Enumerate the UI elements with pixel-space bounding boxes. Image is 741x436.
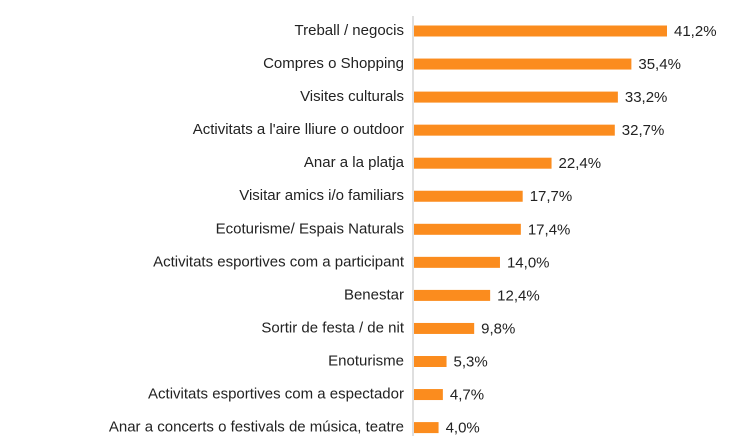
- category-label: Ecoturisme/ Espais Naturals: [216, 220, 404, 237]
- value-label: 5,3%: [454, 353, 488, 370]
- value-label: 14,0%: [507, 254, 550, 271]
- bar: [414, 356, 447, 367]
- bar: [414, 422, 439, 434]
- value-label: 32,7%: [622, 122, 665, 139]
- bar: [414, 25, 667, 37]
- value-label: 22,4%: [559, 155, 602, 172]
- category-label: Activitats esportives com a participant: [153, 253, 405, 270]
- value-label: 17,7%: [530, 188, 573, 205]
- category-label: Activitats a l'aire lliure o outdoor: [193, 121, 404, 138]
- value-label: 35,4%: [638, 56, 681, 73]
- category-label: Anar a concerts o festivals de música, t…: [109, 419, 404, 436]
- value-label: 4,7%: [450, 387, 484, 404]
- category-label: Benestar: [344, 286, 404, 303]
- category-label: Compres o Shopping: [263, 55, 404, 72]
- bar: [414, 322, 475, 334]
- category-label: Treball / negocis: [295, 22, 405, 39]
- value-label: 4,0%: [446, 420, 480, 436]
- bar: [414, 223, 521, 235]
- bar: [414, 157, 552, 169]
- bar: [414, 256, 500, 268]
- bar: [414, 190, 523, 202]
- value-label: 17,4%: [528, 221, 571, 238]
- bar: [414, 389, 443, 401]
- category-label: Visitar amics i/o familiars: [239, 187, 404, 204]
- category-label: Visites culturals: [300, 88, 404, 105]
- bar: [414, 58, 632, 70]
- bar: [414, 289, 491, 301]
- bar: [414, 124, 615, 136]
- value-label: 9,8%: [481, 320, 515, 337]
- bar: [414, 91, 618, 103]
- category-label: Anar a la platja: [304, 154, 405, 171]
- category-label: Sortir de festa / de nit: [261, 319, 404, 336]
- value-label: 41,2%: [674, 23, 717, 40]
- category-label: Enoturisme: [328, 352, 404, 369]
- value-label: 33,2%: [625, 89, 668, 106]
- value-label: 12,4%: [497, 287, 540, 304]
- category-label: Activitats esportives com a espectador: [148, 386, 404, 403]
